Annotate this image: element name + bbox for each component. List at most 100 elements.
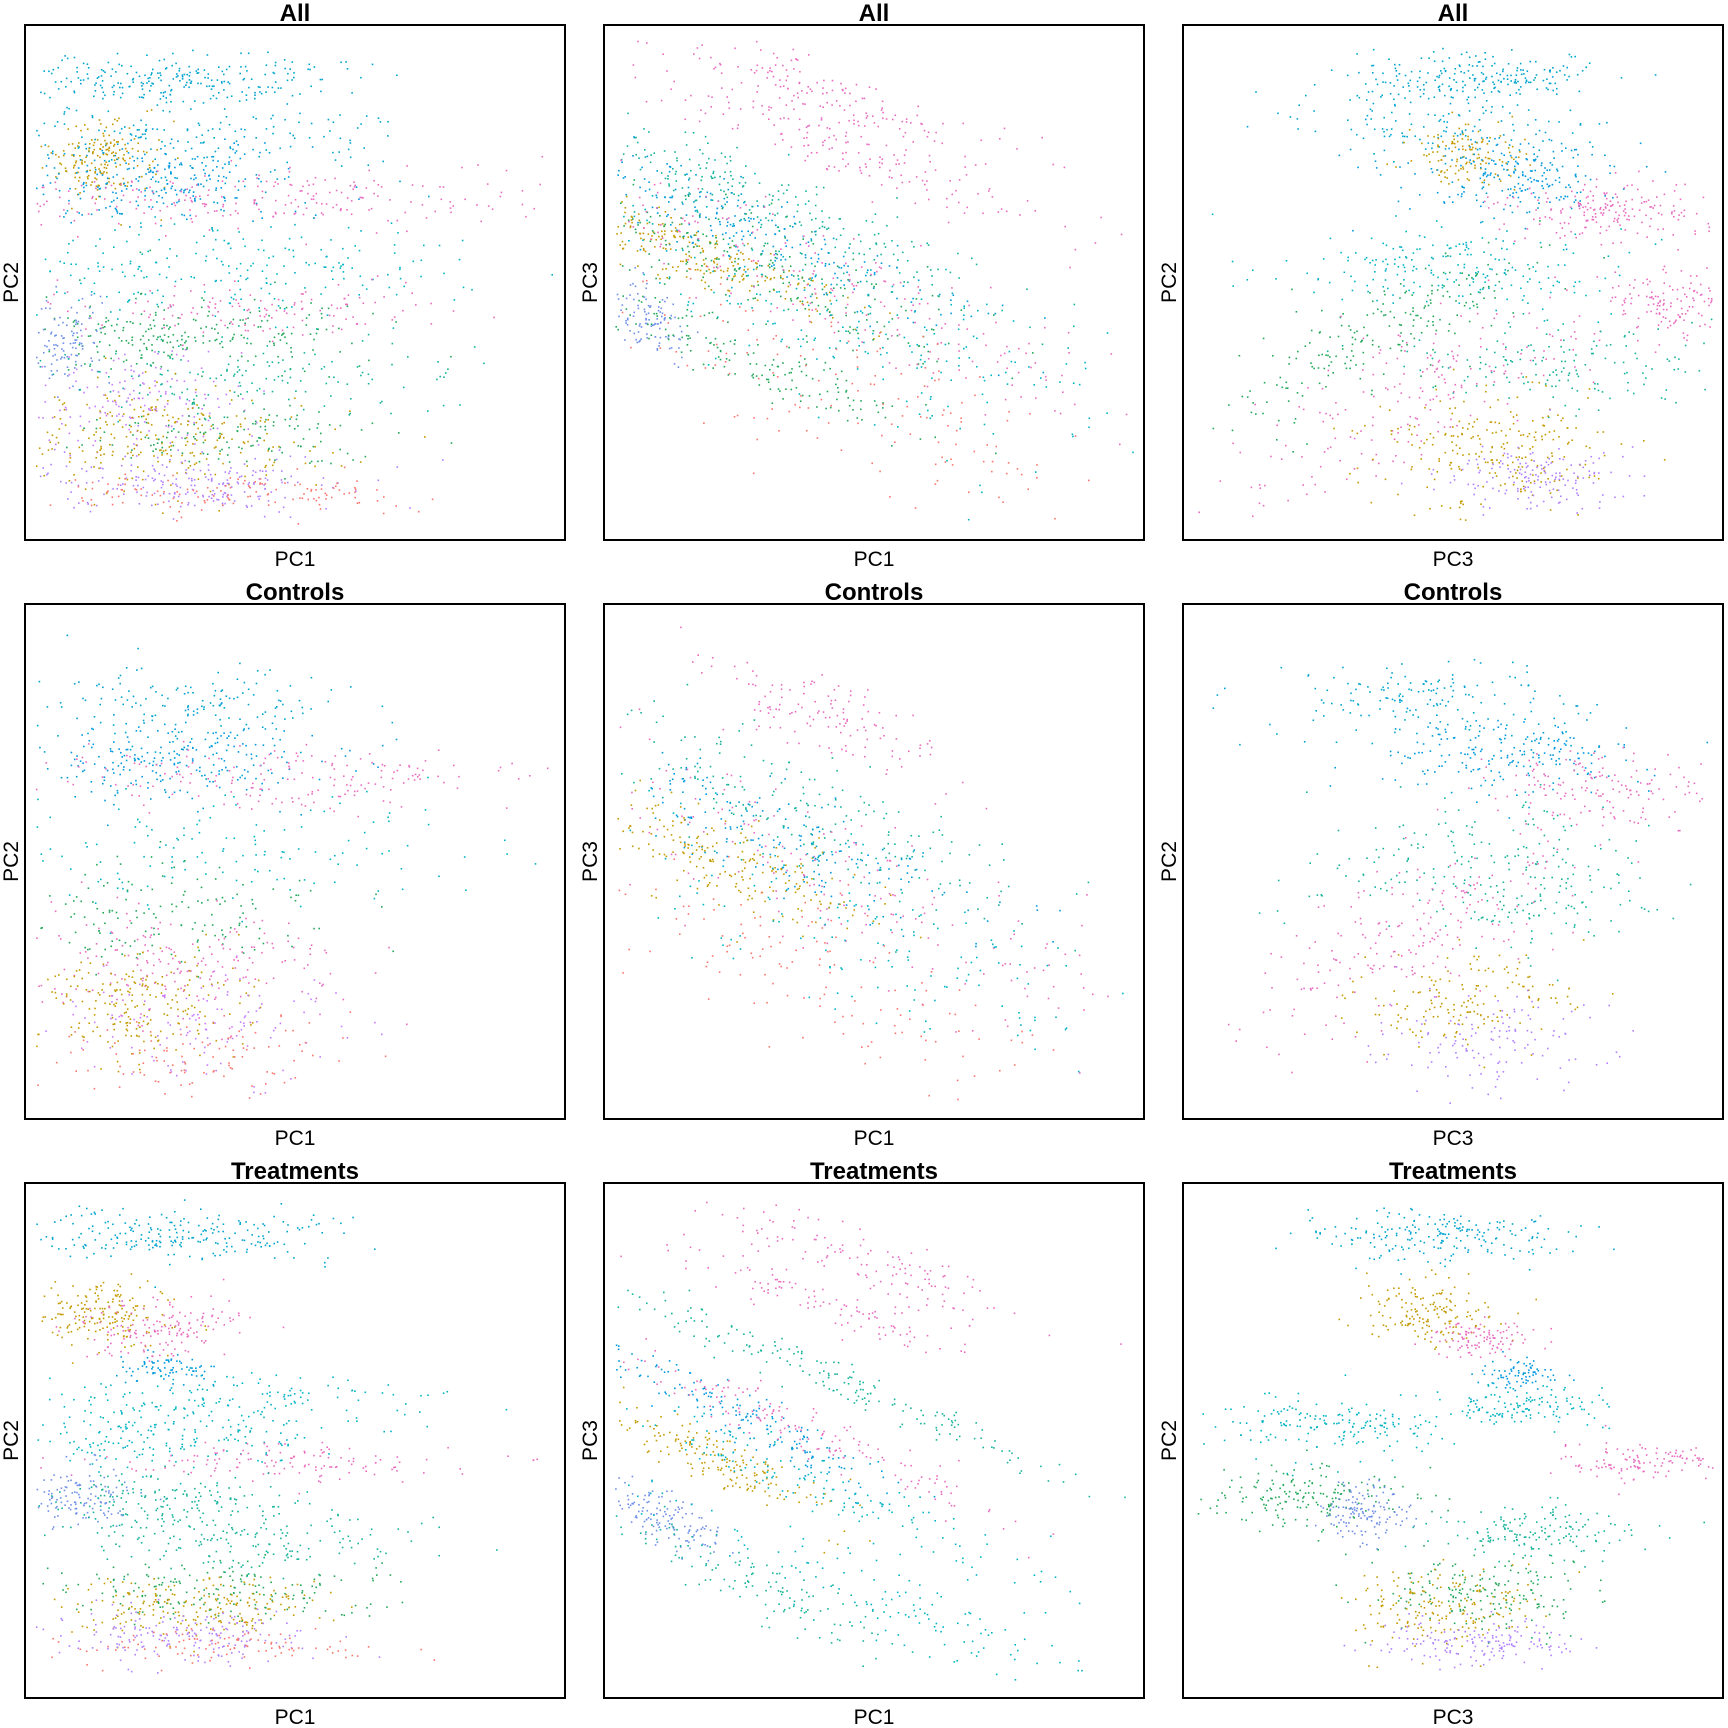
data-point: [1527, 109, 1530, 111]
data-point: [166, 414, 169, 416]
data-point: [192, 49, 194, 52]
data-point: [799, 70, 801, 73]
data-point: [646, 333, 648, 335]
data-point: [185, 436, 188, 439]
data-point: [218, 483, 220, 485]
data-point: [187, 420, 189, 422]
data-point: [664, 223, 666, 226]
data-point: [867, 294, 869, 296]
data-point: [44, 365, 46, 368]
data-point: [168, 162, 171, 165]
data-point: [770, 277, 772, 280]
data-point: [704, 367, 707, 369]
data-point: [981, 491, 983, 494]
data-point: [350, 200, 353, 202]
data-point: [254, 457, 256, 460]
data-point: [301, 497, 304, 500]
data-point: [668, 165, 671, 168]
data-point: [203, 141, 205, 143]
data-point: [779, 117, 782, 120]
data-point: [247, 440, 249, 443]
data-point: [133, 443, 135, 445]
data-point: [325, 507, 327, 510]
data-point: [1441, 83, 1444, 86]
data-point: [348, 414, 351, 416]
data-point: [734, 352, 736, 355]
data-point: [1120, 233, 1123, 236]
data-point: [219, 450, 221, 452]
data-point: [171, 185, 173, 188]
data-point: [119, 86, 121, 89]
data-point: [845, 165, 847, 168]
data-point: [704, 281, 707, 284]
data-point: [121, 148, 124, 150]
data-point: [288, 170, 291, 173]
data-point: [659, 182, 662, 185]
data-point: [328, 314, 331, 317]
data-point: [161, 464, 164, 466]
data-point: [202, 102, 205, 104]
data-point: [956, 429, 958, 432]
data-point: [147, 328, 150, 330]
data-point: [87, 174, 90, 177]
data-point: [856, 356, 859, 359]
data-point: [59, 409, 61, 412]
data-point: [146, 491, 148, 494]
data-point: [205, 326, 207, 328]
data-point: [89, 363, 92, 366]
data-point: [941, 456, 943, 459]
data-point: [75, 380, 77, 383]
cluster-points: [620, 179, 1034, 406]
data-point: [68, 356, 70, 358]
data-point: [77, 145, 79, 147]
data-point: [688, 179, 690, 181]
data-point: [72, 385, 74, 388]
data-point: [194, 340, 197, 342]
data-point: [75, 347, 77, 350]
data-point: [963, 314, 965, 316]
data-point: [1468, 56, 1471, 59]
data-point: [795, 287, 798, 290]
data-point: [184, 331, 186, 334]
data-point: [1442, 47, 1444, 50]
data-point: [905, 309, 907, 312]
data-point: [714, 364, 717, 366]
data-point: [1067, 347, 1069, 349]
data-point: [121, 190, 123, 192]
data-point: [170, 455, 172, 457]
data-point: [1084, 367, 1087, 370]
data-point: [131, 477, 134, 480]
data-point: [188, 460, 190, 463]
data-point: [719, 283, 722, 285]
data-point: [100, 163, 103, 166]
data-point: [1514, 78, 1517, 81]
data-point: [142, 382, 144, 384]
data-point: [1074, 248, 1077, 251]
data-point: [931, 328, 933, 331]
data-point: [276, 178, 279, 180]
data-point: [243, 153, 246, 155]
data-point: [640, 326, 643, 328]
data-point: [141, 88, 144, 90]
data-point: [286, 79, 289, 82]
data-point: [988, 188, 991, 190]
data-point: [713, 260, 715, 263]
data-point: [266, 361, 269, 363]
data-point: [231, 305, 234, 308]
data-point: [365, 115, 368, 117]
data-point: [1016, 468, 1019, 470]
data-point: [168, 84, 171, 87]
data-point: [204, 473, 206, 475]
data-point: [219, 342, 221, 345]
data-point: [818, 379, 820, 382]
data-point: [829, 406, 832, 409]
data-point: [824, 243, 827, 246]
data-point: [620, 309, 622, 311]
data-point: [74, 339, 76, 341]
data-point: [117, 318, 119, 320]
data-point: [154, 503, 157, 506]
data-point: [293, 76, 295, 79]
data-point: [648, 221, 651, 224]
data-point: [179, 505, 182, 508]
data-point: [273, 336, 276, 339]
